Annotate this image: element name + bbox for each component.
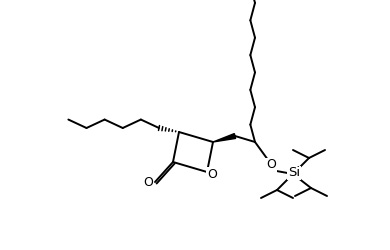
- Text: O: O: [266, 158, 276, 172]
- Polygon shape: [213, 134, 236, 142]
- Text: O: O: [207, 168, 217, 180]
- Text: O: O: [143, 176, 153, 188]
- Text: Si: Si: [288, 166, 300, 179]
